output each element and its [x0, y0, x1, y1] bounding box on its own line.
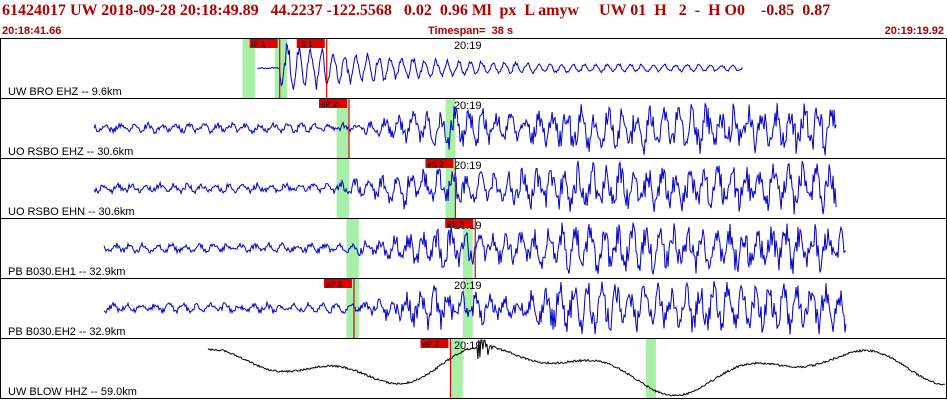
pick-label: eS 2: [447, 220, 464, 229]
trace-label: UW BLOW HHZ -- 59.0km: [8, 386, 137, 398]
pick-label-box: [296, 39, 325, 48]
pick-window: [445, 159, 456, 218]
waveform-trace: [207, 339, 945, 397]
waveform-trace: [93, 103, 837, 156]
minute-mark-label: 20:19: [454, 160, 482, 172]
trace-label: PB B030.EH1 -- 32.9km: [8, 266, 125, 278]
timespan: Timespan= 38 s: [428, 25, 514, 37]
pick-window: [274, 39, 288, 98]
minute-mark-label: 20:19: [454, 340, 482, 352]
pick-window: [336, 159, 349, 218]
pick-window: [646, 339, 656, 398]
pick-window: [462, 279, 473, 338]
minute-mark-label: 20:19: [454, 40, 482, 52]
pick-window: [242, 39, 255, 98]
trace-label: UO RSBO EHZ -- 30.6km: [8, 146, 133, 158]
trace-label: UO RSBO EHN -- 30.6km: [8, 206, 135, 218]
pick-label-box: [445, 219, 474, 228]
minute-mark-label: 20:19: [454, 100, 482, 112]
trace-label: UW BRO EHZ -- 9.6km: [8, 86, 122, 98]
pick-window: [346, 219, 359, 278]
pick-window: [346, 279, 359, 338]
pick-window: [336, 99, 349, 158]
end-time: 20:19:19.92: [884, 25, 944, 37]
event-title: 61424017 UW 2018-09-28 20:18:49.89 44.22…: [2, 2, 831, 19]
seismogram-plot: 20:19 iP 1 iS 1 UW BRO EHZ -- 9.6km 20:19 eP …: [0, 38, 947, 399]
pick-label: eP 2: [326, 280, 343, 289]
pick-label-box: [323, 279, 352, 288]
waveform-trace: [103, 281, 847, 335]
header: 61424017 UW 2018-09-28 20:18:49.89 44.22…: [0, 0, 947, 38]
pick-label: eP 2: [422, 340, 439, 349]
start-time: 20:18:41.66: [2, 25, 62, 37]
pick-label-box: [420, 339, 449, 348]
pick-label-box: [249, 39, 278, 48]
pick-label: eS 2: [427, 160, 444, 169]
pick-label: eP 2: [321, 100, 338, 109]
pick-label-box: [318, 99, 347, 108]
minute-mark-label: 20:19: [454, 280, 482, 292]
waveform-trace: [257, 42, 743, 90]
pick-label: iP 1: [252, 40, 266, 49]
trace-label: PB B030.EH2 -- 32.9km: [8, 326, 125, 338]
waveform-trace: [93, 160, 837, 215]
pick-label: iS 1: [299, 40, 313, 49]
pick-label-box: [425, 159, 454, 168]
